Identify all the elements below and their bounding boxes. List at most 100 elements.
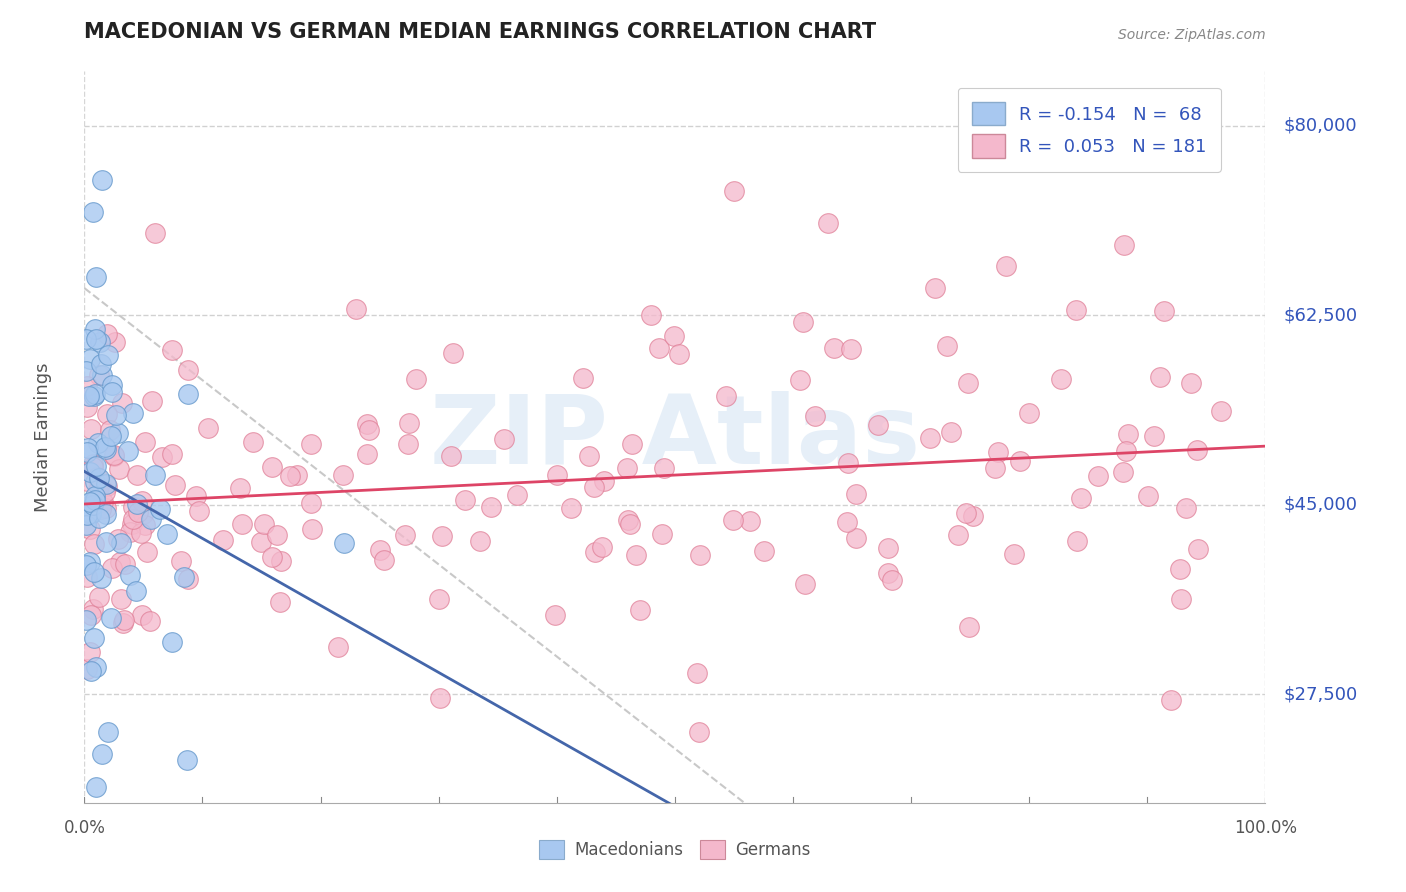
Point	[333, 536, 356, 550]
Point	[344, 302, 367, 317]
Point	[837, 515, 859, 529]
Point	[75, 518, 97, 533]
Point	[100, 611, 122, 625]
Point	[80, 422, 103, 436]
Point	[83, 565, 105, 579]
Point	[75, 613, 97, 627]
Point	[792, 316, 814, 330]
Point	[1170, 562, 1192, 576]
Point	[1149, 370, 1171, 384]
Point	[572, 371, 595, 385]
Point	[184, 489, 207, 503]
Point	[86, 470, 108, 484]
Point	[260, 549, 283, 564]
Point	[651, 527, 673, 541]
Point	[994, 260, 1017, 274]
Point	[647, 342, 669, 356]
Point	[76, 570, 98, 584]
Point	[84, 660, 107, 674]
Point	[1160, 693, 1182, 707]
Point	[177, 363, 200, 377]
Text: 100.0%: 100.0%	[1234, 819, 1296, 837]
Point	[103, 449, 125, 463]
Point	[924, 281, 946, 295]
Point	[91, 495, 114, 509]
Point	[107, 462, 129, 476]
Point	[664, 328, 686, 343]
Point	[76, 474, 98, 488]
Point	[94, 535, 117, 549]
Point	[1115, 444, 1137, 458]
Point	[97, 725, 120, 739]
Point	[918, 431, 941, 445]
Point	[82, 457, 104, 471]
Point	[79, 645, 101, 659]
Point	[103, 448, 125, 462]
Point	[177, 386, 200, 401]
Point	[173, 569, 195, 583]
Point	[75, 558, 97, 572]
Point	[160, 343, 183, 357]
Point	[114, 557, 136, 571]
Point	[1066, 533, 1088, 548]
Point	[738, 514, 761, 528]
Point	[1174, 501, 1197, 516]
Point	[80, 506, 103, 520]
Point	[837, 456, 859, 470]
Point	[84, 387, 107, 401]
Point	[505, 488, 527, 502]
Point	[134, 518, 156, 533]
Point	[77, 442, 100, 456]
Point	[93, 440, 115, 454]
Point	[266, 528, 288, 542]
Point	[169, 554, 191, 568]
Point	[80, 508, 103, 522]
Point	[97, 347, 120, 361]
Text: $27,500: $27,500	[1284, 685, 1357, 704]
Point	[1010, 454, 1032, 468]
Point	[1170, 592, 1192, 607]
Point	[962, 509, 984, 524]
Text: Median Earnings: Median Earnings	[34, 362, 52, 512]
Point	[111, 615, 134, 630]
Point	[1112, 237, 1135, 252]
Point	[82, 498, 104, 512]
Point	[110, 536, 132, 550]
Point	[96, 442, 118, 457]
Point	[90, 357, 112, 371]
Point	[101, 561, 124, 575]
Point	[583, 544, 606, 558]
Text: Source: ZipAtlas.com: Source: ZipAtlas.com	[1118, 29, 1265, 42]
Point	[160, 635, 183, 649]
Point	[427, 591, 450, 606]
Point	[105, 409, 128, 423]
Point	[96, 479, 118, 493]
Point	[957, 376, 980, 390]
Point	[107, 532, 129, 546]
Point	[176, 753, 198, 767]
Point	[80, 607, 103, 622]
Point	[84, 780, 107, 794]
Point	[983, 460, 1005, 475]
Point	[543, 607, 565, 622]
Point	[789, 373, 811, 387]
Point	[231, 516, 253, 531]
Point	[87, 368, 110, 382]
Point	[470, 533, 492, 548]
Point	[135, 545, 157, 559]
Point	[118, 567, 141, 582]
Point	[441, 346, 464, 360]
Point	[129, 525, 152, 540]
Point	[160, 447, 183, 461]
Point	[299, 496, 322, 510]
Point	[83, 631, 105, 645]
Point	[108, 556, 131, 570]
Point	[278, 469, 301, 483]
Point	[593, 474, 616, 488]
Point	[82, 460, 104, 475]
Point	[957, 620, 980, 634]
Point	[1185, 443, 1208, 458]
Point	[83, 322, 105, 336]
Point	[83, 537, 105, 551]
Point	[163, 478, 186, 492]
